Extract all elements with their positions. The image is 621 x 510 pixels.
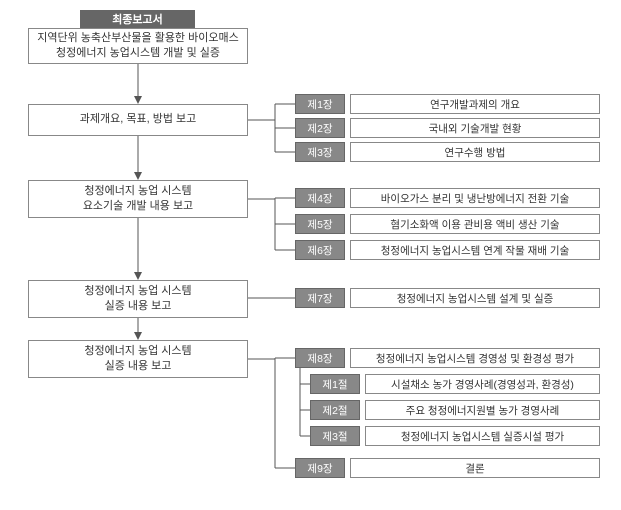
- main-box-1: 과제개요, 목표, 방법 보고: [28, 104, 248, 136]
- ch2-text: 국내외 기술개발 현황: [350, 118, 600, 138]
- subtitle-line2: 청정에너지 농업시스템 개발 및 실증: [56, 46, 220, 61]
- main-box-2: 청정에너지 농업 시스템 요소기술 개발 내용 보고: [28, 180, 248, 218]
- ch5-text: 혐기소화액 이용 관비용 액비 생산 기술: [350, 214, 600, 234]
- sec1-text: 시설채소 농가 경영사례(경영성과, 환경성): [365, 374, 600, 394]
- ch1-text: 연구개발과제의 개요: [350, 94, 600, 114]
- ch6-label: 제6장: [295, 240, 345, 260]
- ch3-label: 제3장: [295, 142, 345, 162]
- ch7-text: 청정에너지 농업시스템 설계 및 실증: [350, 288, 600, 308]
- sec3-text: 청정에너지 농업시스템 실증시설 평가: [365, 426, 600, 446]
- report-subtitle: 지역단위 농축산부산물을 활용한 바이오매스 청정에너지 농업시스템 개발 및 …: [28, 28, 248, 64]
- main-box-3: 청정에너지 농업 시스템 실증 내용 보고: [28, 280, 248, 318]
- ch9-text: 결론: [350, 458, 600, 478]
- ch8-label: 제8장: [295, 348, 345, 368]
- sec2-label: 제2절: [310, 400, 360, 420]
- ch9-label: 제9장: [295, 458, 345, 478]
- ch4-label: 제4장: [295, 188, 345, 208]
- subtitle-line1: 지역단위 농축산부산물을 활용한 바이오매스: [37, 31, 238, 46]
- ch1-label: 제1장: [295, 94, 345, 114]
- sec1-label: 제1절: [310, 374, 360, 394]
- ch4-text: 바이오가스 분리 및 냉난방에너지 전환 기술: [350, 188, 600, 208]
- report-header: 최종보고서: [80, 10, 195, 28]
- sec2-text: 주요 청정에너지원별 농가 경영사례: [365, 400, 600, 420]
- ch2-label: 제2장: [295, 118, 345, 138]
- ch8-text: 청정에너지 농업시스템 경영성 및 환경성 평가: [350, 348, 600, 368]
- flowchart-root: 최종보고서 지역단위 농축산부산물을 활용한 바이오매스 청정에너지 농업시스템…: [10, 10, 610, 500]
- sec3-label: 제3절: [310, 426, 360, 446]
- main-box-4: 청정에너지 농업 시스템 실증 내용 보고: [28, 340, 248, 378]
- ch3-text: 연구수행 방법: [350, 142, 600, 162]
- ch7-label: 제7장: [295, 288, 345, 308]
- ch6-text: 청정에너지 농업시스템 연계 작물 재배 기술: [350, 240, 600, 260]
- ch5-label: 제5장: [295, 214, 345, 234]
